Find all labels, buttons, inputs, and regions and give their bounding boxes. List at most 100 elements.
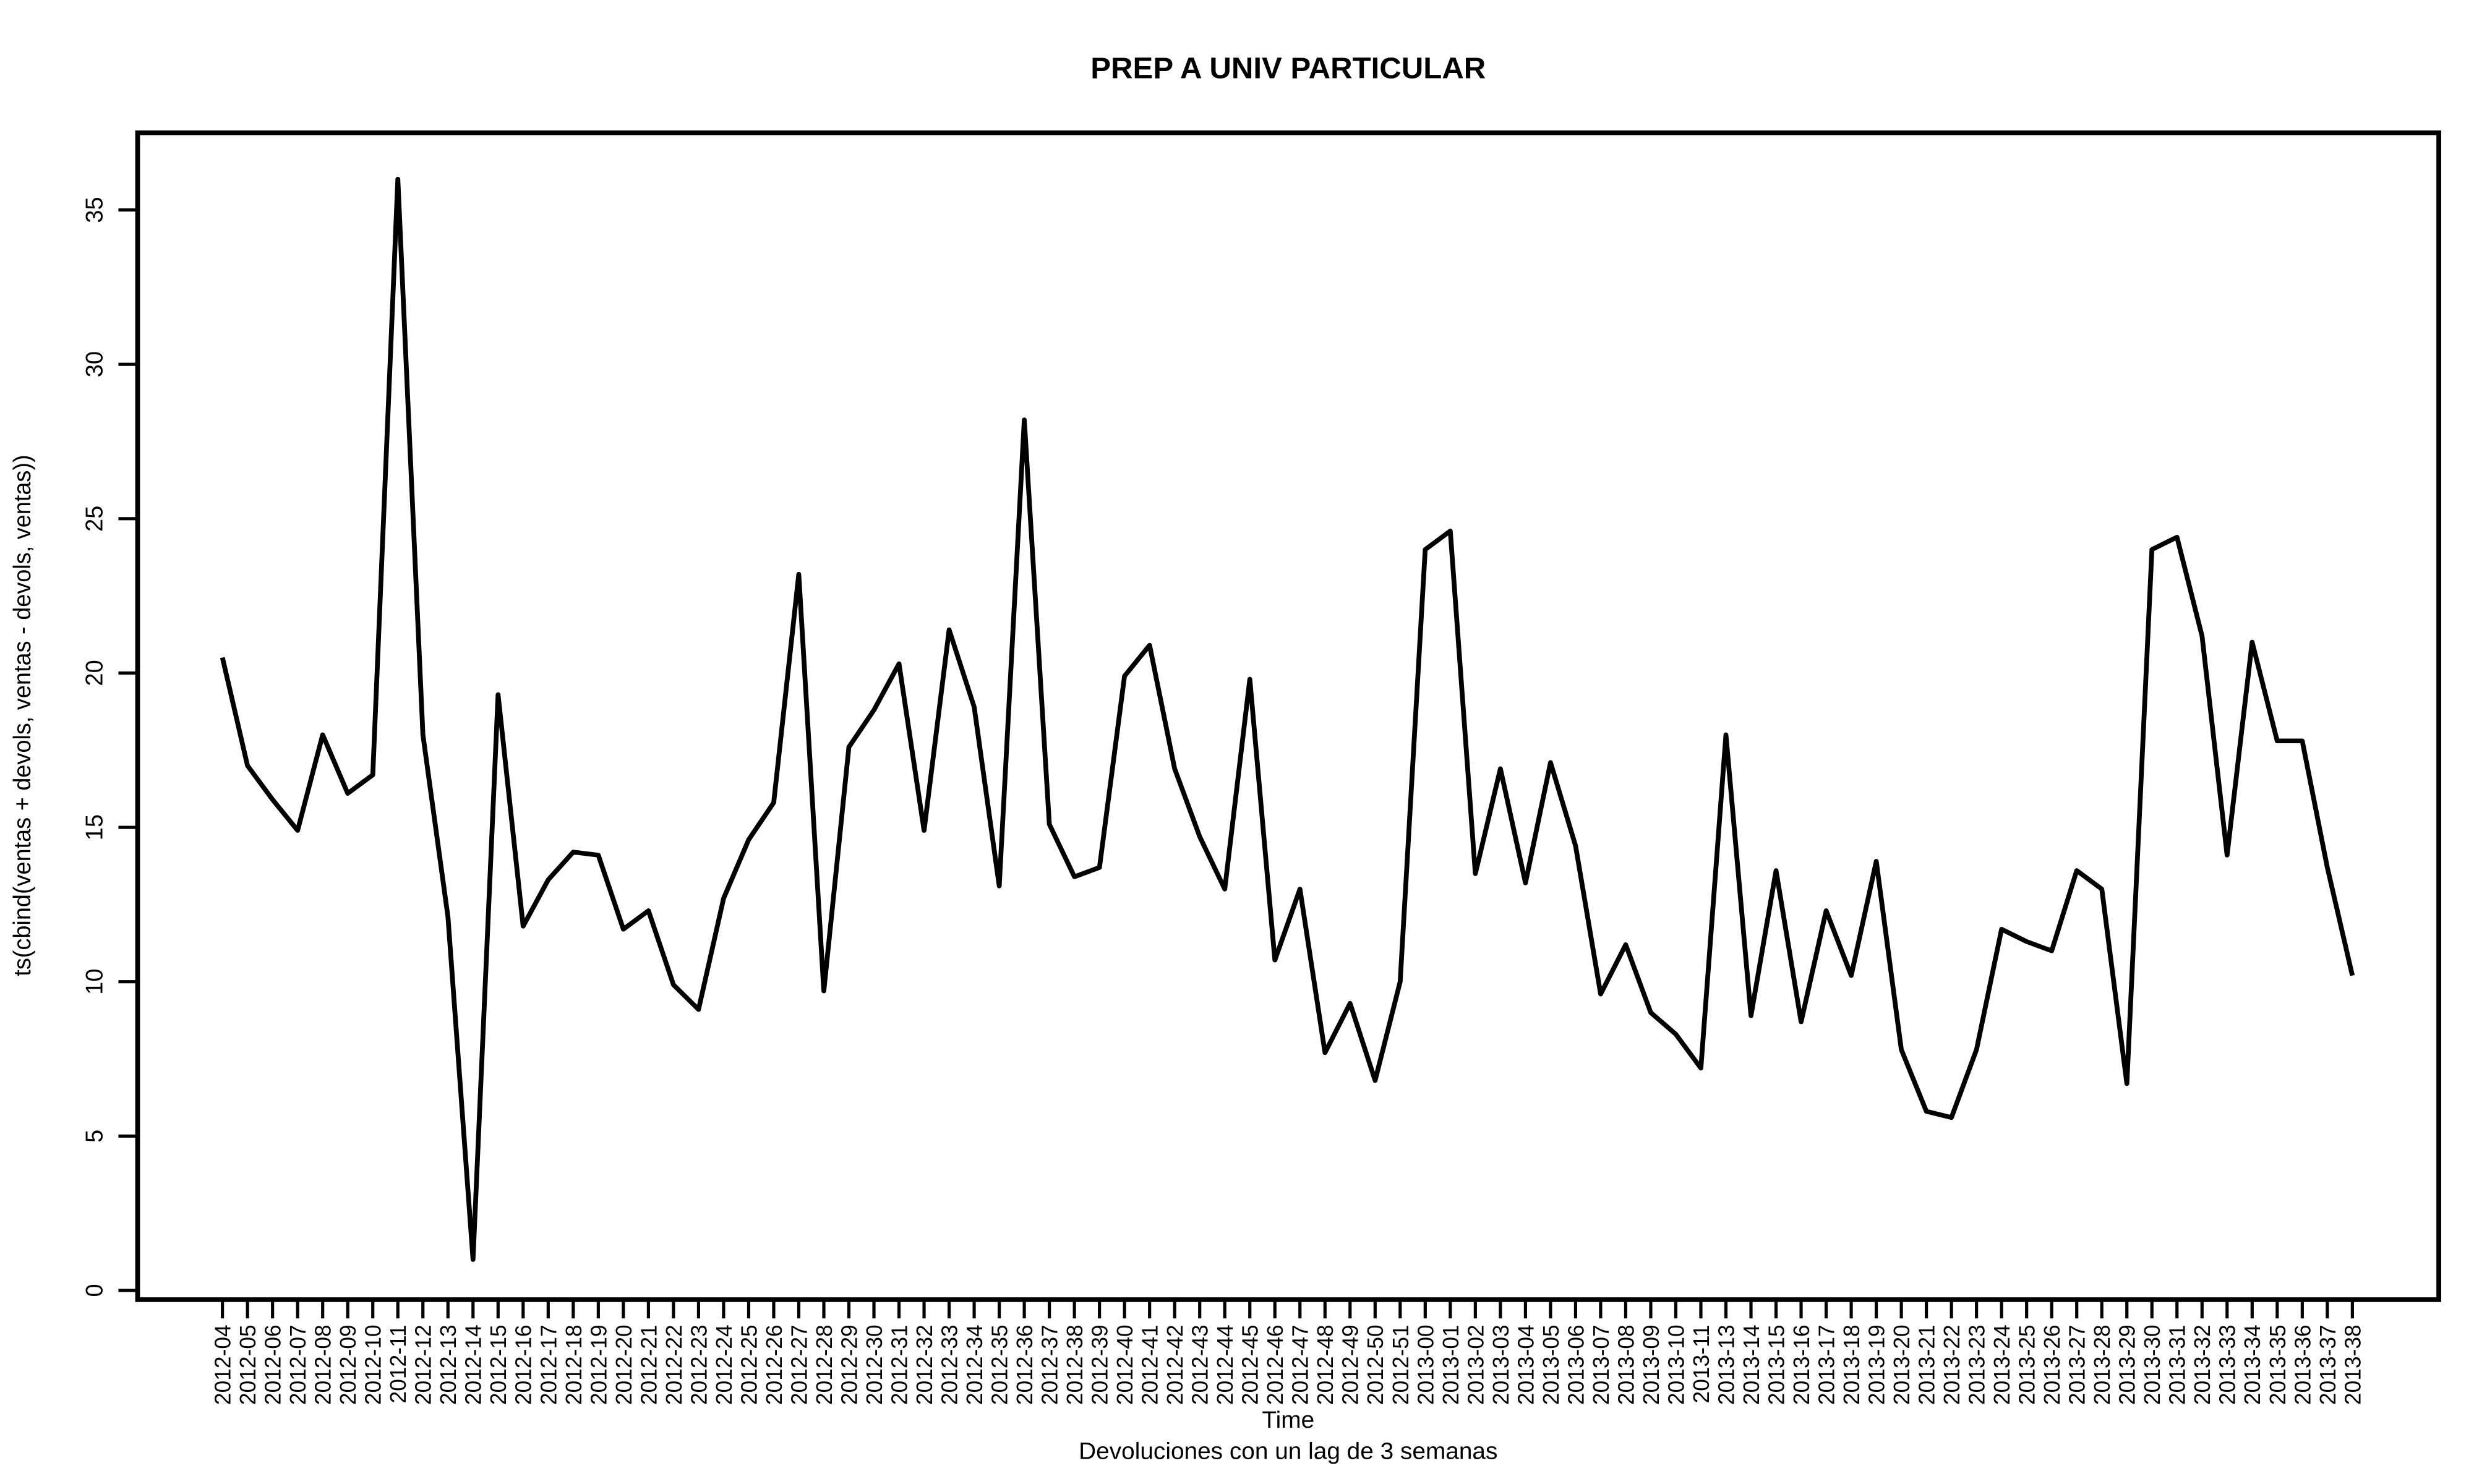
x-tick-label: 2012-22 [661,1324,686,1405]
x-tick-label: 2012-08 [310,1324,335,1405]
x-tick-label: 2012-16 [511,1324,536,1405]
x-tick-label: 2013-04 [1513,1324,1538,1405]
x-tick-label: 2012-31 [887,1324,912,1405]
x-tick-label: 2012-42 [1163,1324,1188,1405]
x-tick-label: 2012-12 [411,1324,435,1405]
x-tick-label: 2013-07 [1588,1324,1613,1405]
x-tick-label: 2013-35 [2265,1324,2290,1405]
x-axis-label: Time [1262,1407,1314,1433]
x-tick-label: 2012-44 [1213,1324,1238,1405]
x-tick-label: 2013-18 [1839,1324,1864,1405]
x-tick-label: 2012-26 [762,1324,787,1405]
x-tick-label: 2012-20 [611,1324,636,1405]
line-series [220,176,2355,1262]
x-tick-label: 2012-39 [1087,1324,1112,1405]
x-tick-label: 2012-41 [1137,1324,1162,1405]
x-tick-label: 2013-26 [2040,1324,2065,1405]
x-tick-label: 2012-35 [987,1324,1012,1405]
x-tick-label: 2013-34 [2240,1324,2265,1405]
x-tick-label: 2012-04 [210,1324,235,1405]
x-tick-label: 2013-17 [1814,1324,1839,1405]
y-tick-label: 0 [81,1284,108,1297]
x-tick-label: 2013-33 [2215,1324,2240,1405]
x-tick-label: 2013-00 [1413,1324,1438,1405]
x-tick-label: 2012-30 [862,1324,887,1405]
x-tick-label: 2013-29 [2115,1324,2139,1405]
x-tick-label: 2012-50 [1363,1324,1388,1405]
x-tick-label: 2013-23 [1964,1324,1989,1405]
x-tick-label: 2012-49 [1338,1324,1363,1405]
x-tick-label: 2013-19 [1864,1324,1889,1405]
x-tick-label: 2013-20 [1890,1324,1914,1405]
x-tick-label: 2012-09 [336,1324,361,1405]
x-tick-label: 2012-07 [286,1324,310,1405]
x-tick-label: 2012-29 [837,1324,862,1405]
x-tick-label: 2012-33 [937,1324,962,1405]
x-tick-label: 2012-17 [536,1324,561,1405]
x-tick-label: 2013-02 [1463,1324,1488,1405]
x-tick-label: 2013-06 [1564,1324,1588,1405]
x-tick-label: 2012-13 [436,1324,461,1405]
x-tick-label: 2013-38 [2340,1324,2365,1405]
x-tick-label: 2012-45 [1238,1324,1262,1405]
x-tick-label: 2012-46 [1263,1324,1288,1405]
x-tick-label: 2012-38 [1063,1324,1087,1405]
x-tick-label: 2013-08 [1614,1324,1638,1405]
y-tick-label: 10 [81,969,108,995]
x-tick-label: 2012-21 [636,1324,661,1405]
x-tick-label: 2013-15 [1764,1324,1789,1405]
plot-frame [135,130,2441,1302]
x-tick-label: 2013-24 [1990,1324,2014,1405]
x-tick-label: 2013-11 [1689,1324,1714,1403]
x-tick-label: 2012-05 [236,1324,260,1405]
subtitle: Devoluciones con un lag de 3 semanas [1079,1438,1497,1464]
x-tick-label: 2012-43 [1188,1324,1212,1405]
x-tick-label: 2012-51 [1388,1324,1413,1405]
x-tick-label: 2013-03 [1488,1324,1513,1405]
x-tick-label: 2012-47 [1288,1324,1312,1405]
x-tick-label: 2013-22 [1940,1324,1964,1405]
x-tick-label: 2013-10 [1664,1324,1689,1405]
y-tick-label: 5 [81,1130,108,1143]
x-tick-label: 2013-25 [2014,1324,2039,1405]
x-tick-label: 2013-32 [2190,1324,2215,1405]
y-tick-label: 15 [81,814,108,840]
x-tick-label: 2013-28 [2090,1324,2115,1405]
x-tick-label: 2013-16 [1789,1324,1814,1405]
x-tick-label: 2013-05 [1538,1324,1563,1405]
x-tick-label: 2012-40 [1113,1324,1137,1405]
x-tick-label: 2012-15 [486,1324,511,1405]
x-tick-label: 2013-14 [1739,1324,1764,1405]
x-tick-label: 2012-34 [962,1324,987,1405]
x-tick-label: 2012-28 [812,1324,837,1405]
chart-title: PREP A UNIV PARTICULAR [1090,52,1486,85]
x-tick-label: 2013-27 [2065,1324,2089,1405]
x-tick-label: 2012-11 [386,1324,411,1403]
x-tick-label: 2012-36 [1012,1324,1037,1405]
y-tick-label: 35 [81,197,108,223]
y-tick-label: 30 [81,351,108,377]
x-tick-label: 2013-09 [1639,1324,1664,1405]
x-tick-label: 2013-21 [1914,1324,1939,1405]
x-tick-label: 2012-23 [687,1324,711,1405]
x-tick-label: 2012-48 [1313,1324,1338,1405]
y-axis-label: ts(cbind(ventas + devols, ventas - devol… [9,454,36,976]
x-tick-label: 2013-36 [2290,1324,2315,1405]
x-tick-label: 2012-18 [561,1324,586,1405]
x-tick-label: 2012-25 [737,1324,761,1405]
x-tick-label: 2012-06 [260,1324,285,1405]
x-tick-label: 2013-13 [1714,1324,1739,1405]
x-tick-label: 2013-30 [2140,1324,2165,1405]
x-tick-label: 2012-24 [711,1324,736,1405]
x-tick-label: 2013-31 [2165,1324,2189,1405]
x-tick-label: 2012-14 [461,1324,486,1405]
y-tick-label: 20 [81,660,108,686]
x-tick-label: 2013-37 [2315,1324,2340,1405]
x-tick-label: 2012-19 [586,1324,611,1405]
x-tick-label: 2012-27 [787,1324,811,1405]
x-tick-label: 2012-10 [361,1324,385,1405]
y-tick-label: 25 [81,506,108,532]
x-tick-label: 2012-37 [1037,1324,1062,1405]
x-tick-label: 2012-32 [912,1324,937,1405]
